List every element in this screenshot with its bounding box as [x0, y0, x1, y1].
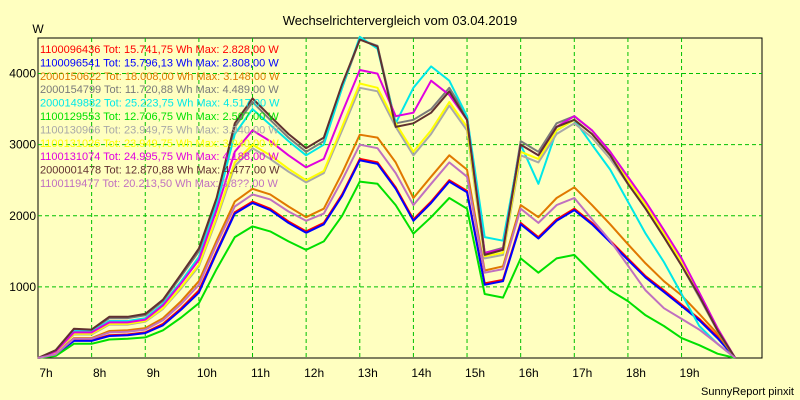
y-axis: 1000 2000 3000 4000 — [9, 67, 36, 294]
legend-entry-2000150622: 2000150622 Tot: 18.008,00 Wh Max: 3.148,… — [40, 71, 280, 83]
legend: 1100096436 Tot: 15.741,75 Wh Max: 2.828,… — [40, 44, 280, 190]
series-group — [37, 35, 737, 359]
legend-entry-1100096436: 1100096436 Tot: 15.741,75 Wh Max: 2.828,… — [40, 44, 279, 56]
x-tick-label: 9h — [147, 366, 160, 380]
series-line-1100119477 — [37, 143, 736, 359]
legend-entry-1100130966: 1100130966 Tot: 23.949,75 Wh Max: 3.940,… — [40, 124, 279, 136]
legend-entry-1100131026: 1100131026 Tot: 23.949,75 Wh Max: 3.940,… — [40, 138, 279, 150]
series-line-1100129553 — [37, 180, 736, 359]
legend-entry-2000154799: 2000154799 Tot: 11.720,88 Wh Max: 4.489,… — [40, 84, 279, 96]
x-tick-label: 14h — [411, 366, 431, 380]
x-tick-label: 19h — [680, 366, 700, 380]
x-tick-label: 12h — [304, 366, 324, 380]
x-tick-label: 17h — [572, 366, 592, 380]
y-tick-label: 2000 — [9, 209, 36, 223]
grid — [38, 38, 762, 358]
y-tick-label: 1000 — [9, 280, 36, 294]
y-tick-label: 4000 — [9, 67, 36, 81]
x-tick-label: 13h — [358, 366, 378, 380]
legend-entry-1100119477: 1100119477 Tot: 20.213,50 Wh Max: 3.8??,… — [40, 178, 279, 190]
legend-entry-1100096541: 1100096541 Tot: 15.796,13 Wh Max: 2.808,… — [40, 57, 279, 69]
footer-credit: SunnyReport pinxit — [701, 386, 794, 398]
x-tick-label: 16h — [519, 366, 539, 380]
x-tick-label: 15h — [465, 366, 485, 380]
series-line-2000150622 — [37, 133, 737, 359]
x-tick-label: 10h — [197, 366, 217, 380]
x-axis: 7h 8h 9h 10h 11h 12h 13h 14h 15h 16h 17h 18h 19h — [39, 366, 699, 380]
series-line-1100131074 — [37, 69, 737, 359]
legend-entry-1100131074: 1100131074 Tot: 24.995,75 Wh Max: 4.188,… — [40, 151, 279, 163]
legend-entry-2000001478: 2000001478 Tot: 12.870,88 Wh Max: 4.477,… — [40, 165, 280, 177]
y-axis-label: W — [32, 22, 44, 36]
x-tick-label: 7h — [39, 366, 52, 380]
legend-entry-2000149882: 2000149882 Tot: 25.223,75 Wh Max: 4.517,… — [40, 98, 280, 110]
x-tick-label: 11h — [251, 366, 270, 380]
x-tick-label: 18h — [626, 366, 646, 380]
series-line-2000001478 — [37, 38, 737, 359]
y-tick-label: 3000 — [9, 138, 36, 152]
x-tick-label: 8h — [93, 366, 106, 380]
series-line-1100096541 — [37, 159, 736, 359]
legend-entry-1100129553: 1100129553 Tot: 12.706,75 Wh Max: 2.507,… — [40, 111, 279, 123]
chart-title: Wechselrichtervergleich vom 03.04.2019 — [283, 13, 518, 28]
